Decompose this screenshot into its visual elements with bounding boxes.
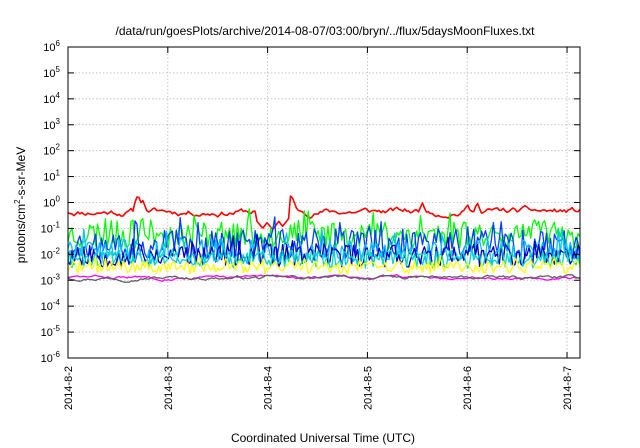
- y-axis-title-rest: -s-sr-MeV: [14, 147, 28, 200]
- y-tick-label: 106: [43, 39, 60, 54]
- x-tick-label: 2014-8-3: [163, 366, 175, 410]
- x-axis-title: Coordinated Universal Time (UTC): [231, 431, 415, 445]
- y-axis-title-sup: 2: [13, 199, 22, 204]
- y-tick-label: 102: [43, 143, 60, 158]
- grid-lines: [68, 47, 580, 358]
- y-tick-label: 10-2: [41, 246, 61, 261]
- series-line: [67, 195, 581, 231]
- y-axis-title-base: protons/cm: [14, 204, 28, 263]
- y-tick-label: 10-6: [41, 350, 61, 365]
- x-tick-label: 2014-8-7: [562, 366, 574, 410]
- y-tick-label: 10-3: [41, 272, 61, 287]
- y-axis-ticks: 10-6 10-5 10-4 10-3 10-2 10-1 100 101 102 103 104 1…: [41, 39, 580, 365]
- x-axis-ticks: 2014-8-2 2014-8-3 2014-8-4 2014-8-5 2014-8-6…: [63, 47, 574, 410]
- series-line: [67, 216, 581, 260]
- y-tick-label: 104: [43, 91, 60, 106]
- y-tick-label: 105: [43, 65, 60, 80]
- series-line: [67, 254, 581, 275]
- y-tick-label: 10-4: [41, 298, 61, 313]
- y-tick-label: 10-1: [41, 220, 61, 235]
- x-tick-label: 2014-8-4: [263, 366, 275, 410]
- y-tick-label: 10-5: [41, 324, 61, 339]
- x-tick-label: 2014-8-2: [63, 366, 75, 410]
- series-line: [67, 233, 581, 268]
- series-line: [67, 273, 581, 284]
- x-tick-label: 2014-8-6: [462, 366, 474, 410]
- series-layer: [67, 195, 581, 284]
- y-tick-label: 101: [43, 169, 60, 184]
- y-tick-label: 103: [43, 117, 60, 132]
- chart-title: /data/run/goesPlots/archive/2014-08-07/0…: [116, 24, 536, 38]
- y-tick-label: 100: [43, 195, 60, 210]
- y-axis-title: protons/cm2-s-sr-MeV: [13, 147, 28, 263]
- x-tick-label: 2014-8-5: [362, 366, 374, 410]
